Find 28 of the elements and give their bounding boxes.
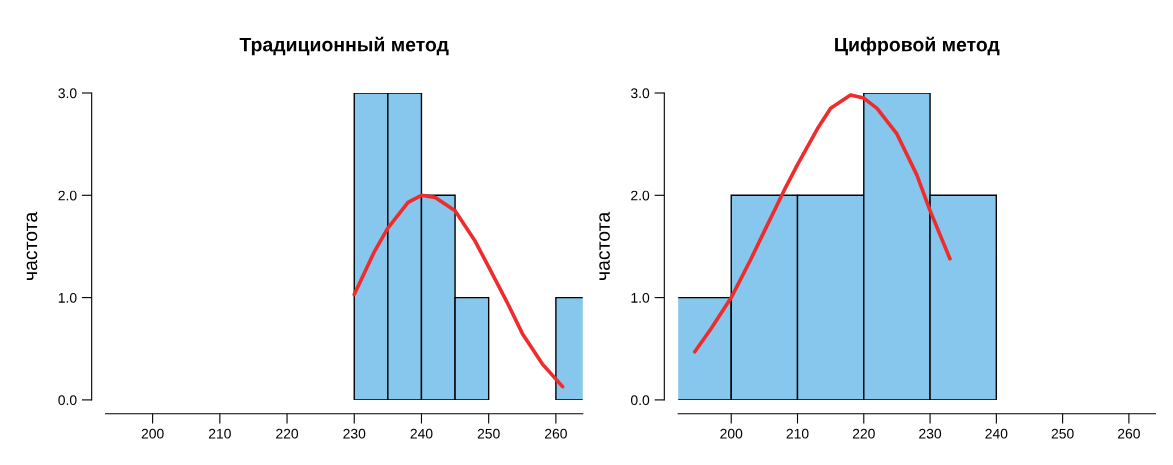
x-tick-label: 200	[720, 428, 743, 439]
line-series	[352, 193, 565, 389]
x-tick-label: 210	[208, 428, 231, 439]
y-tick-label: 2.0	[58, 190, 77, 201]
y-tick-label: 1.0	[631, 292, 650, 303]
y-tick-label: 0.0	[58, 395, 77, 406]
x-tick-label: 210	[786, 428, 809, 439]
y-tick-label: 3.0	[58, 88, 77, 99]
x-tick-label: 240	[410, 428, 433, 439]
chart-title: Цифровой метод	[835, 36, 1000, 56]
x-tick-label: 260	[1118, 428, 1140, 439]
y-axis-title: частота	[26, 211, 38, 280]
x-tick-label: 230	[919, 428, 942, 439]
x-tick-label: 200	[141, 428, 164, 439]
y-axis-title: частота	[599, 211, 610, 280]
x-tick-label: 220	[852, 428, 875, 439]
x-tick-label: 250	[477, 428, 500, 439]
x-tick-label: 250	[1051, 428, 1074, 439]
chart-title: Традиционный метод	[239, 36, 449, 56]
x-tick-label: 240	[985, 428, 1008, 439]
x-tick-label: 220	[276, 428, 299, 439]
x-tick-label: 230	[343, 428, 366, 439]
x-tick-label: 260	[545, 428, 567, 439]
y-tick-label: 1.0	[58, 292, 77, 303]
y-tick-label: 2.0	[631, 190, 650, 201]
line-series	[692, 93, 952, 354]
y-tick-label: 0.0	[630, 395, 650, 406]
y-tick-label: 3.0	[630, 88, 650, 99]
